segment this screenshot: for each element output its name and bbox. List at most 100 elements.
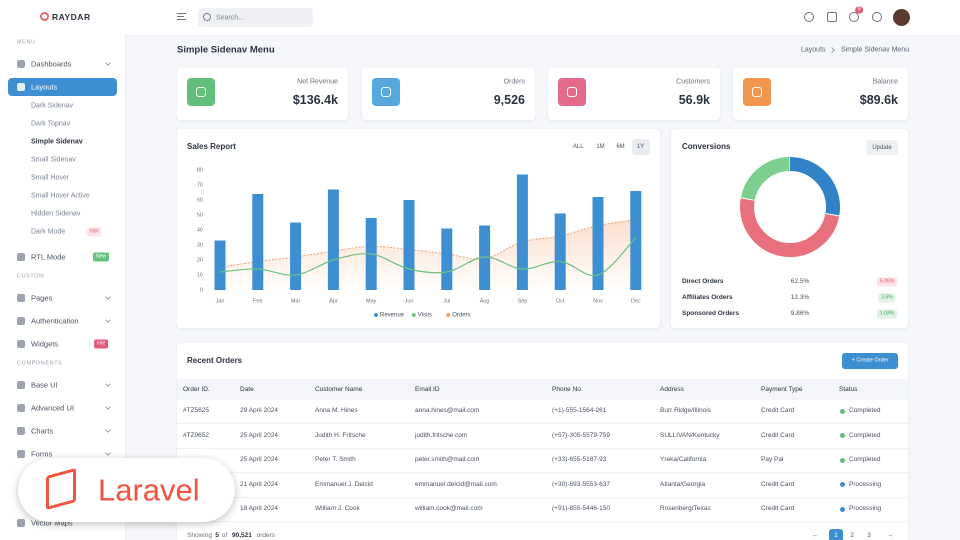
- stat-value: 9,526: [493, 92, 525, 107]
- range-button-label: 6M: [616, 144, 625, 150]
- menu-item[interactable]: Base UI: [31, 380, 58, 390]
- submenu-item[interactable]: Hidden Sidenav: [31, 210, 81, 218]
- search-box[interactable]: [198, 8, 313, 27]
- sales-card: [177, 129, 660, 328]
- range-button[interactable]: [567, 139, 590, 155]
- submenu-item[interactable]: Small Hover: [31, 174, 70, 182]
- topbar-icon[interactable]: [849, 12, 859, 22]
- breadcrumb-item[interactable]: Layouts: [801, 46, 826, 54]
- stat-label: Orders: [503, 78, 525, 86]
- topbar-icon[interactable]: [804, 12, 814, 22]
- notification-badge: 9: [855, 6, 863, 14]
- menu-icon: [17, 381, 25, 389]
- table-cell: (+91)-855-5446-150: [552, 504, 610, 512]
- status-text: Completed: [849, 431, 881, 439]
- menu-item[interactable]: Layouts: [31, 82, 58, 92]
- footer-text: of: [221, 531, 228, 539]
- table-cell: Emmanuel J. Delcid: [315, 480, 373, 488]
- menu-item[interactable]: Pages: [31, 293, 53, 303]
- table-cell: anna.hines@mail.com: [415, 406, 480, 414]
- table-cell: William J. Cook: [315, 504, 360, 512]
- row-divider: [177, 472, 908, 473]
- table-cell: 25 April 2024: [240, 431, 278, 439]
- stat-value: $136.4k: [292, 92, 338, 107]
- range-button[interactable]: [631, 139, 650, 155]
- range-button-label: 1Y: [636, 144, 645, 150]
- menu-icon: [17, 253, 25, 261]
- menu-item[interactable]: Vector Maps: [31, 518, 73, 528]
- topbar-icon[interactable]: [872, 12, 882, 22]
- range-button[interactable]: [611, 139, 630, 155]
- submenu-item[interactable]: Simple Sidenav: [31, 138, 83, 146]
- submenu-item[interactable]: Dark Sidenav: [31, 102, 74, 110]
- column-header: Date: [240, 385, 254, 393]
- row-divider: [177, 447, 908, 449]
- footer-text: 90,521: [232, 531, 252, 539]
- column-header: Order ID.: [183, 385, 210, 393]
- update-button[interactable]: [866, 140, 898, 155]
- column-header: Phone No.: [552, 385, 583, 393]
- laravel-overlay: Laravel: [18, 458, 235, 522]
- submenu-item[interactable]: Dark Mode: [31, 228, 66, 236]
- table-cell: #TZ9652: [183, 431, 210, 439]
- table-cell: judith.fritsche.com: [415, 431, 468, 439]
- avatar[interactable]: [893, 9, 910, 26]
- chart-title: Sales Report: [187, 142, 236, 151]
- menu-item[interactable]: RTL Mode: [31, 252, 66, 262]
- menu-toggle[interactable]: [177, 13, 186, 20]
- pagination-item[interactable]: ←: [811, 531, 819, 539]
- menu-item[interactable]: Dashboards: [31, 59, 72, 69]
- menu-item[interactable]: Forms: [31, 449, 53, 459]
- stat-icon-glyph: [381, 87, 391, 97]
- column-header: Address: [660, 385, 684, 393]
- table-cell: Credit Card: [761, 431, 795, 439]
- table-cell: (+1)-555-1564-261: [552, 406, 607, 414]
- menu-icon: [17, 60, 25, 68]
- table-cell: 21 April 2024: [240, 480, 278, 488]
- submenu-item[interactable]: Small Hover Active: [31, 192, 90, 200]
- table-cell: Credit Card: [761, 406, 795, 414]
- table-cell: #TZ5625: [183, 406, 210, 414]
- section-title: MENU: [17, 39, 36, 46]
- row-divider: [177, 423, 908, 424]
- create-order-label: + Create Order: [851, 357, 889, 364]
- menu-icon: [17, 340, 25, 348]
- menu-toggle-mid: [177, 16, 184, 17]
- create-order-button[interactable]: [842, 353, 898, 369]
- range-button-label: 1M: [596, 144, 605, 150]
- table-cell: william.cook@mail.com: [415, 504, 483, 512]
- search-icon: [203, 13, 211, 21]
- stat-icon: [558, 78, 586, 106]
- pagination-item[interactable]: 1: [834, 531, 838, 539]
- stat-icon: [187, 78, 215, 106]
- update-button-label: Update: [872, 144, 892, 151]
- submenu-item[interactable]: Small Sidenav: [31, 156, 76, 164]
- conversion-change: 5.06%: [876, 277, 898, 287]
- menu-icon: [17, 450, 25, 458]
- stat-icon-glyph: [567, 87, 577, 97]
- pagination-item[interactable]: →: [886, 531, 894, 539]
- table-cell: (+57)-305-5579-759: [552, 431, 610, 439]
- submenu-item[interactable]: Dark Topnav: [31, 120, 71, 128]
- menu-item[interactable]: Advanced UI: [31, 403, 74, 413]
- status-text: Processing: [849, 504, 882, 512]
- table-cell: Credit Card: [761, 504, 795, 512]
- topbar-icon[interactable]: [827, 12, 837, 22]
- menu-item[interactable]: Widgets: [31, 339, 59, 349]
- range-button[interactable]: [591, 139, 610, 155]
- stat-label: Customers: [676, 78, 710, 86]
- stat-value: 56.9k: [678, 92, 710, 107]
- pagination-item[interactable]: 2: [850, 531, 854, 539]
- column-header: Email ID: [415, 385, 440, 393]
- table-cell: Peter T. Smith: [315, 455, 356, 463]
- pagination-item[interactable]: 3: [867, 531, 871, 539]
- menu-icon: [17, 294, 25, 302]
- status-dot: [840, 457, 845, 463]
- menu-item[interactable]: Charts: [31, 426, 54, 436]
- menu-item[interactable]: Authentication: [31, 316, 79, 326]
- table-cell: (+30)-693-5553-637: [552, 480, 610, 488]
- stat-icon-glyph: [752, 87, 762, 97]
- row-divider: [177, 496, 908, 498]
- conversion-label: Sponsored Orders: [682, 309, 740, 317]
